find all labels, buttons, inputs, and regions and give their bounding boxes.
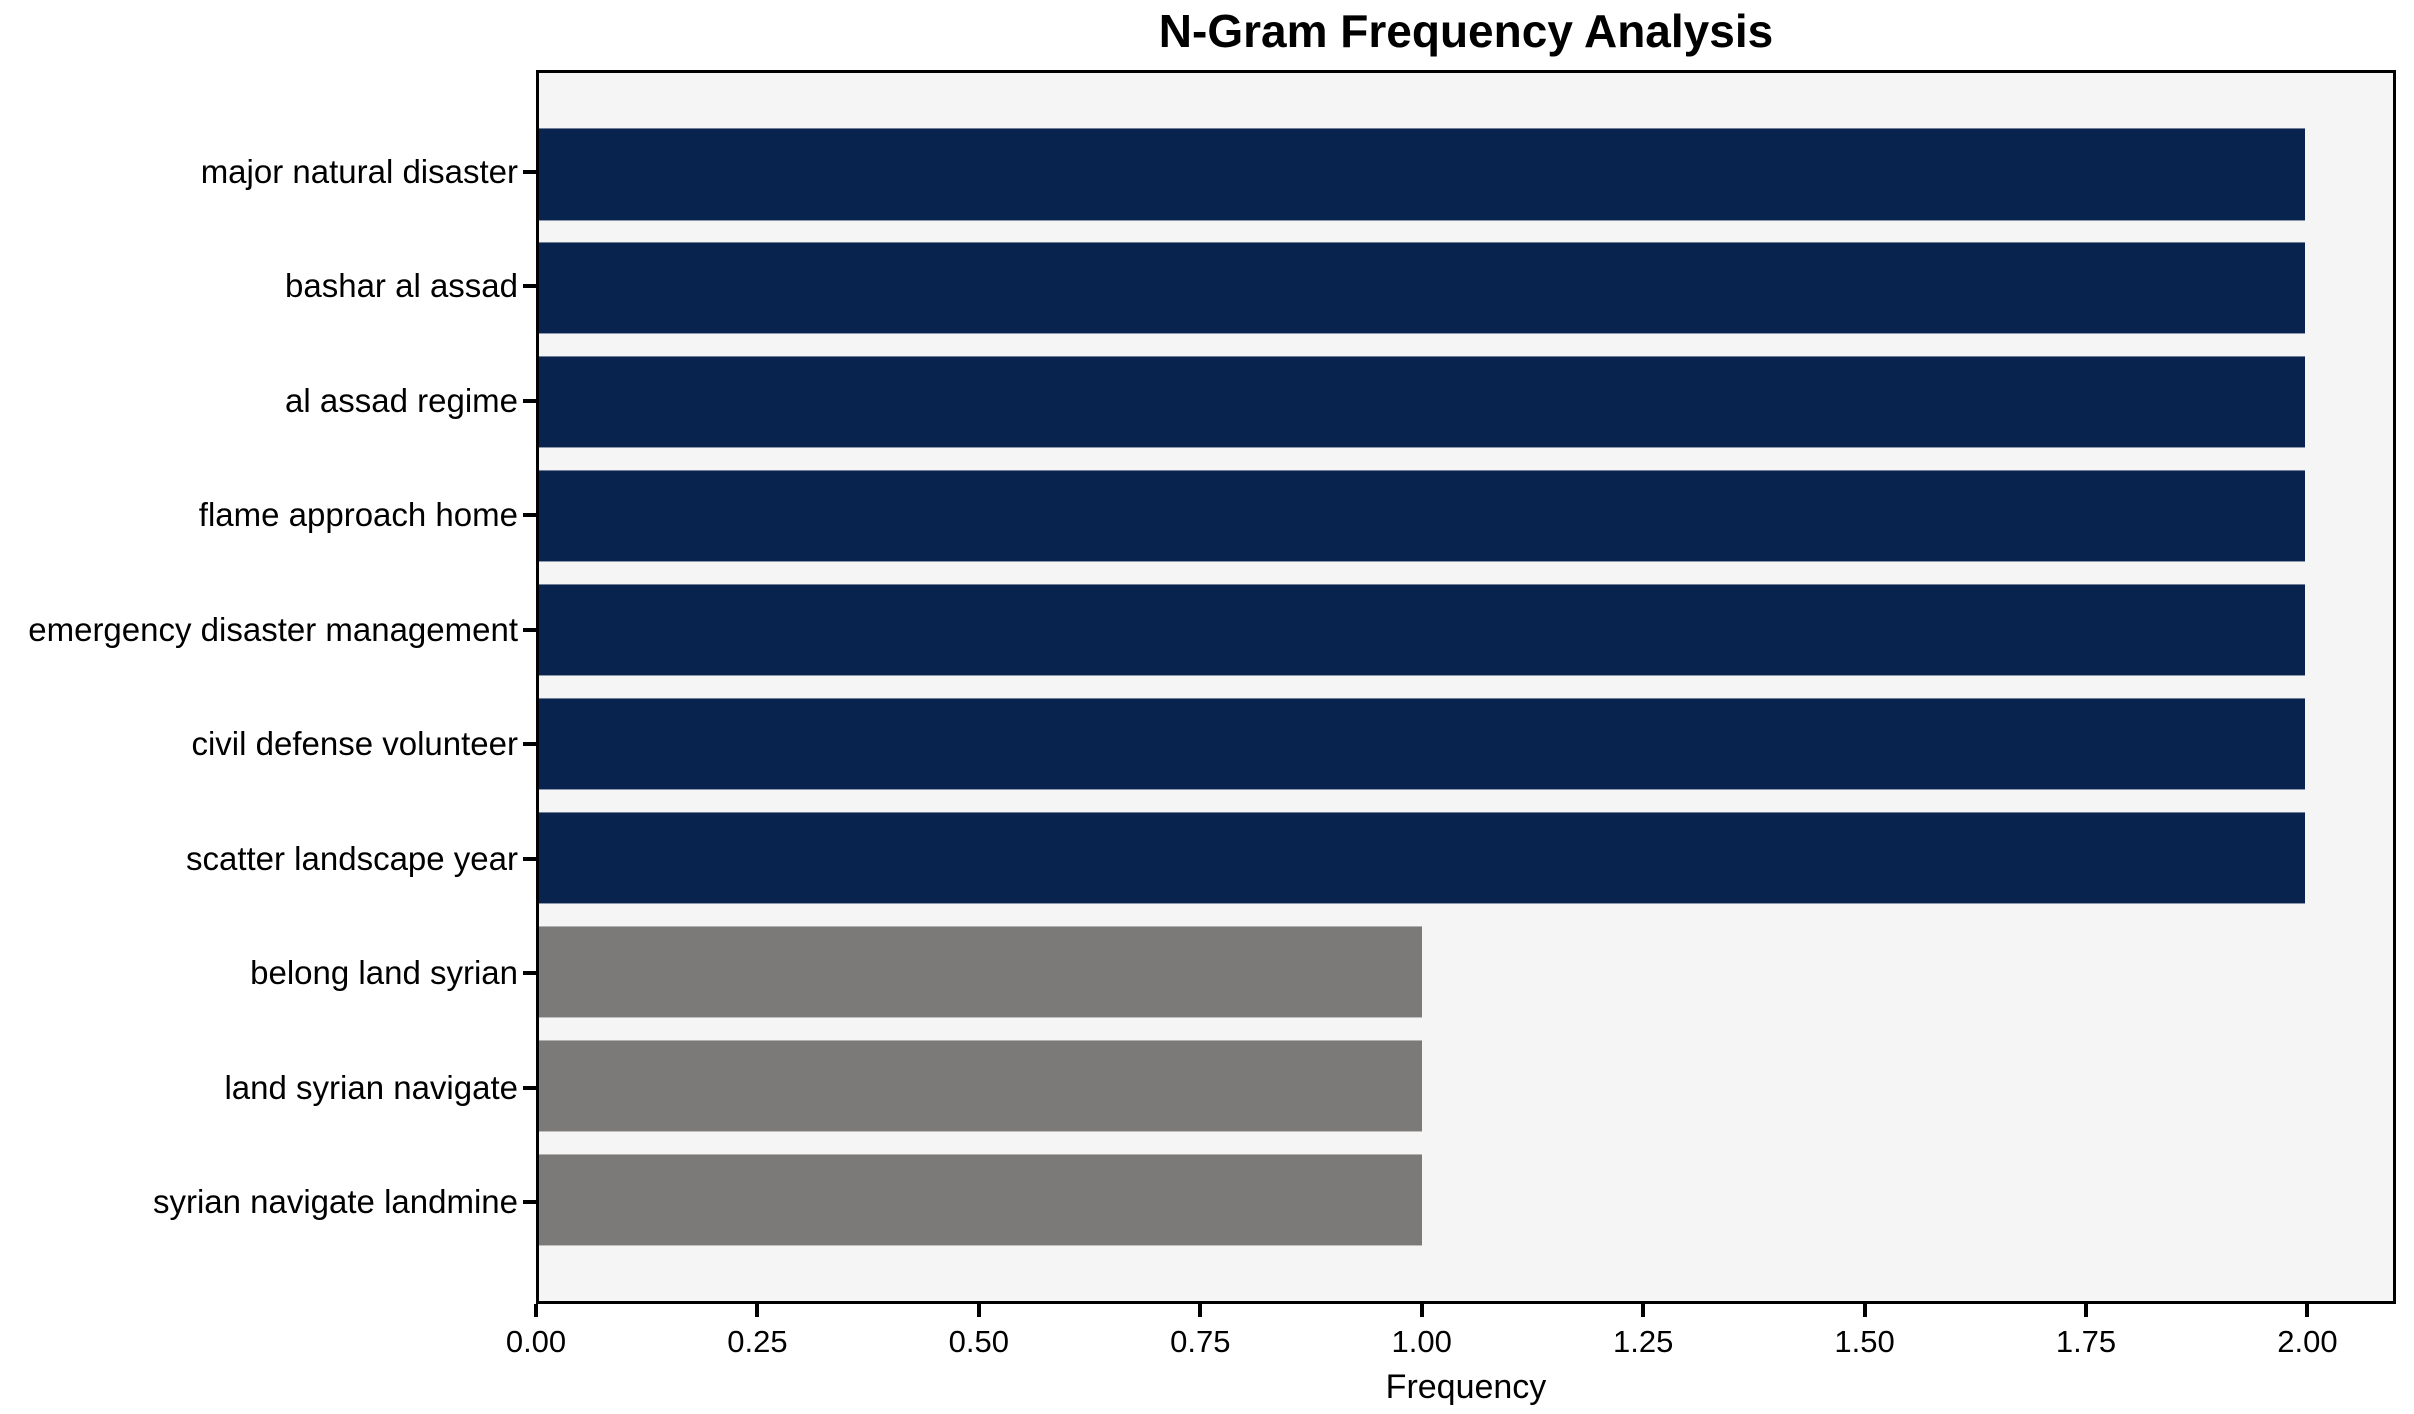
x-tick-label: 1.25 bbox=[1612, 1324, 1674, 1359]
y-tick-mark bbox=[523, 971, 536, 976]
x-tick-label: 2.00 bbox=[2277, 1324, 2338, 1359]
y-tick-label: civil defense volunteer bbox=[191, 725, 518, 763]
x-tick-label: 0.00 bbox=[505, 1324, 567, 1359]
y-tick-mark bbox=[523, 398, 536, 403]
y-tick-label: syrian navigate landmine bbox=[152, 1183, 518, 1221]
x-tick-label: 1.50 bbox=[1834, 1324, 1895, 1359]
plot-area bbox=[536, 70, 2396, 1304]
x-tick-mark bbox=[2084, 1304, 2088, 1317]
bar-land-syrian-navigate bbox=[539, 1040, 1422, 1132]
x-tick-mark bbox=[755, 1304, 760, 1317]
x-tick-label: 0.25 bbox=[727, 1324, 788, 1359]
y-tick-mark bbox=[523, 742, 536, 747]
x-tick-mark bbox=[534, 1304, 538, 1317]
y-tick-label: flame approach home bbox=[198, 496, 518, 534]
x-tick-mark bbox=[1198, 1304, 1203, 1317]
y-axis-category-labels: major natural disaster bashar al assad al … bbox=[0, 70, 518, 1304]
y-tick-mark bbox=[523, 284, 536, 289]
y-tick-label: land syrian navigate bbox=[224, 1068, 518, 1106]
y-tick-label: major natural disaster bbox=[200, 152, 518, 190]
y-tick-label: scatter landscape year bbox=[185, 839, 518, 877]
x-tick-label: 0.75 bbox=[1170, 1324, 1231, 1359]
chart-title: N-Gram Frequency Analysis bbox=[1158, 5, 1774, 57]
y-tick-label: al assad regime bbox=[285, 381, 518, 419]
bar-emergency-disaster-management bbox=[539, 584, 2305, 676]
y-tick-mark bbox=[523, 169, 536, 174]
x-axis: 0.00 0.25 0.50 0.75 1.00 1.25 1.50 1.75 2.00 bbox=[506, 1304, 2396, 1414]
x-tick-mark bbox=[1641, 1304, 1646, 1317]
x-tick-mark bbox=[2305, 1304, 2310, 1317]
y-tick-mark bbox=[523, 1200, 536, 1205]
y-axis-tick-marks bbox=[523, 70, 536, 1304]
bar-al-assad-regime bbox=[539, 356, 2305, 448]
y-tick-label: belong land syrian bbox=[250, 954, 518, 992]
x-tick-mark bbox=[1419, 1304, 1424, 1317]
y-tick-mark bbox=[523, 513, 536, 518]
x-tick-label: 0.50 bbox=[948, 1324, 1010, 1359]
bar-flame-approach-home bbox=[539, 470, 2305, 562]
y-tick-mark bbox=[523, 627, 536, 632]
x-axis-label: Frequency bbox=[1385, 1368, 1547, 1406]
y-tick-label: emergency disaster management bbox=[28, 610, 518, 648]
bar-major-natural-disaster bbox=[539, 128, 2305, 220]
bar-syrian-navigate-landmine bbox=[539, 1154, 1422, 1246]
bar-scatter-landscape-year bbox=[539, 812, 2305, 904]
x-tick-mark bbox=[976, 1304, 981, 1317]
bar-belong-land-syrian bbox=[539, 926, 1422, 1018]
bar-civil-defense-volunteer bbox=[539, 698, 2305, 790]
bar-bashar-al-assad bbox=[539, 242, 2305, 334]
x-tick-label: 1.00 bbox=[1391, 1324, 1452, 1359]
y-tick-mark bbox=[523, 1085, 536, 1090]
y-tick-mark bbox=[523, 856, 536, 861]
x-tick-label: 1.75 bbox=[2055, 1324, 2117, 1359]
x-tick-mark bbox=[1862, 1304, 1867, 1317]
y-tick-label: bashar al assad bbox=[285, 267, 518, 305]
